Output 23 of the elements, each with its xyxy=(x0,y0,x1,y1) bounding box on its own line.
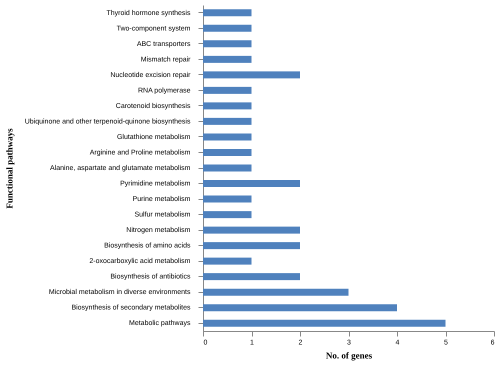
bar xyxy=(203,211,252,218)
bar xyxy=(203,86,252,94)
y-axis-title: Functional pathways xyxy=(4,128,15,209)
bar xyxy=(203,258,252,265)
bar xyxy=(203,9,252,16)
bar xyxy=(203,288,348,296)
bar xyxy=(203,196,252,203)
bar xyxy=(203,40,252,48)
bar xyxy=(203,56,252,63)
bar xyxy=(203,148,252,156)
bar xyxy=(203,242,300,250)
bar xyxy=(203,24,252,32)
bar xyxy=(203,133,252,140)
bar xyxy=(203,71,300,78)
x-axis-title: No. of genes xyxy=(326,350,373,360)
bar xyxy=(203,304,397,312)
bar xyxy=(203,320,446,327)
bar xyxy=(203,118,252,125)
bar xyxy=(203,226,300,234)
bar xyxy=(203,180,300,188)
bar xyxy=(203,102,252,110)
bar xyxy=(203,273,300,280)
bar xyxy=(203,164,252,172)
